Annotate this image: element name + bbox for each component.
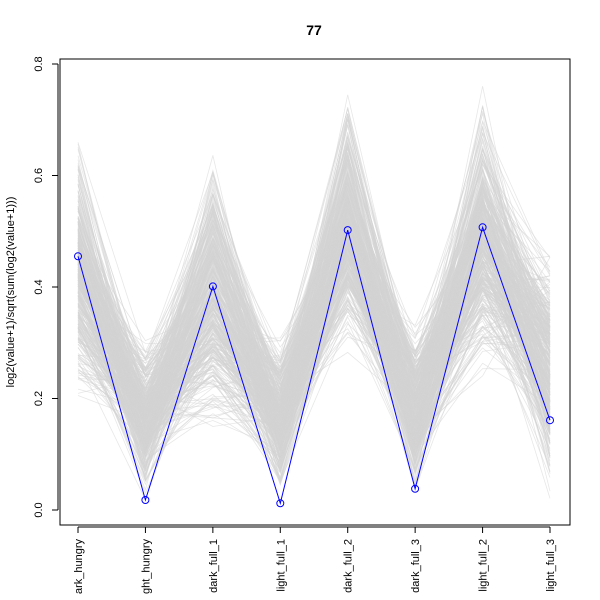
plot-frame [59,58,571,526]
background-line [77,205,551,484]
x-tick-label-light_full_1: light_full_1 [275,539,287,592]
background-line [77,157,551,456]
background-line [77,179,551,465]
background-line [77,141,551,453]
highlighted-series [74,223,554,508]
x-tick-label-light_full_3: light_full_3 [545,539,557,592]
data-point-light_hungry [141,496,150,504]
data-point-dark_full_2 [343,226,352,235]
data-point-light_full_2 [478,223,487,232]
background-line [77,213,551,480]
chart-title: 77 [306,22,322,38]
data-point-light_full_1 [276,499,285,508]
y-axis: 0.0 0.2 0.4 0.6 0.8 [33,56,59,518]
data-point-dark_full_3 [411,484,420,493]
background-line [77,247,551,446]
x-tick-label-light_hungry: ght_hungry [140,539,152,595]
data-point-dark_full_1 [208,282,217,291]
background-line [77,178,551,467]
y-tick-label: 0.8 [33,56,45,71]
background-line [77,225,551,453]
data-point-dark_hungry [74,252,82,261]
x-tick-label-light_full_2: light_full_2 [478,539,490,592]
background-line [77,182,551,458]
background-line [77,173,551,453]
background-line [77,187,551,434]
background-line [77,193,551,459]
background-line [77,221,551,433]
y-tick-label: 0.6 [33,168,45,183]
background-line [77,141,551,458]
background-line [77,204,551,424]
series-line [77,225,551,506]
background-line [77,118,551,440]
background-line [77,208,551,420]
y-tick-label: 0.0 [33,502,45,517]
y-axis-label: log2(value+1)/sqrt(sum(log2(value+1))) [5,197,17,388]
y-tick-label: 0.4 [33,279,45,294]
data-point-light_full_3 [546,416,554,425]
y-tick-label: 0.2 [33,391,45,406]
x-tick-label-dark_hungry: ark_hungry [73,539,85,595]
background-lines [77,86,551,501]
x-axis: ark_hungry ght_hungry dark_full_1 light_ful… [73,526,557,595]
x-tick-label-dark_full_1: dark_full_1 [208,539,220,593]
background-line [77,183,551,486]
background-line [77,108,551,483]
background-line [77,193,551,445]
background-line [77,226,551,422]
x-tick-label-dark_full_2: dark_full_2 [343,539,355,593]
x-tick-label-dark_full_3: dark_full_3 [410,539,422,593]
